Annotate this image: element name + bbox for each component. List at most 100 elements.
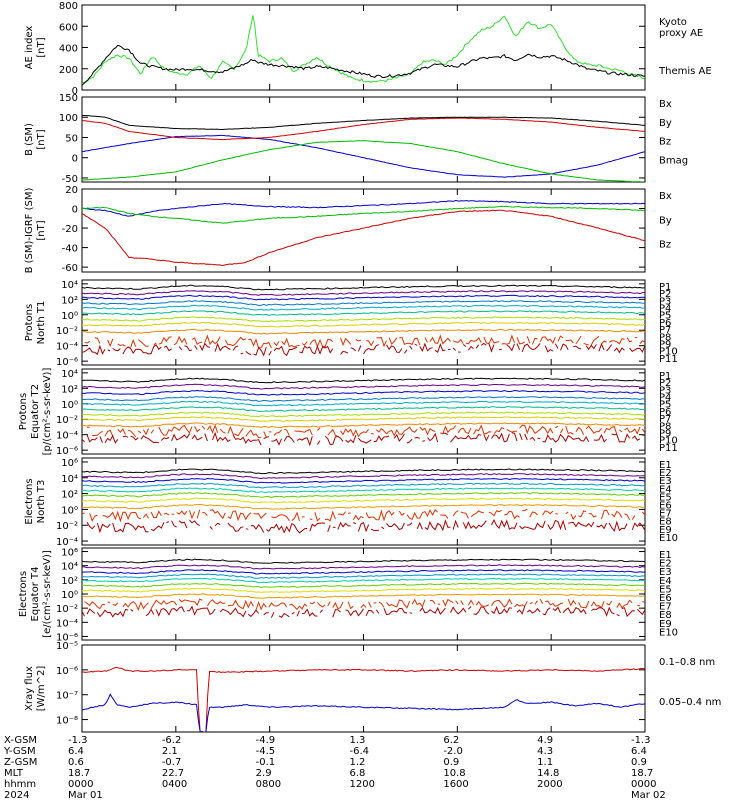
channel-line — [82, 383, 645, 390]
series-line — [82, 114, 645, 130]
legend-entry: Bx — [659, 99, 672, 110]
legend-entry: P9 — [659, 428, 671, 439]
legend-entry: E4 — [659, 484, 672, 495]
channel-line — [82, 564, 645, 570]
channel-line — [87, 424, 645, 439]
legend-entry: E10 — [659, 627, 678, 638]
y-tick-label: 10² — [61, 490, 78, 501]
coord-row: 2024 Mar 01 Mar 02 — [4, 790, 666, 800]
y-tick-label: 10² — [61, 295, 78, 306]
y-axis-label: Equator T2 — [30, 384, 41, 439]
legend-entry: P11 — [659, 443, 678, 454]
legend-entry: P2 — [659, 378, 671, 389]
channel-line — [82, 582, 645, 589]
channel-line — [82, 310, 645, 316]
series-group — [82, 377, 645, 447]
y-tick-label: 800 — [59, 1, 78, 12]
legend-entry: P5 — [659, 400, 671, 411]
series-group — [82, 558, 645, 618]
coord-value: -4.9 — [256, 735, 276, 746]
legend-entry: Bz — [659, 240, 671, 251]
series-line — [82, 140, 645, 182]
y-axis-label: [nT] — [36, 37, 47, 57]
legend-entry: E7 — [659, 602, 672, 613]
legend-entry: Bmag — [659, 155, 688, 166]
coord-value: 4.3 — [537, 746, 553, 757]
y-tick-label: 10⁻⁴ — [56, 537, 78, 548]
coord-value: -0.1 — [256, 757, 276, 768]
series-group — [82, 199, 645, 267]
y-axis-label: [nT] — [36, 220, 47, 240]
coord-value: Mar 01 — [68, 790, 103, 800]
y-tick-label: 10⁴ — [61, 280, 78, 291]
series-group — [82, 468, 645, 534]
y-tick-label: 10² — [61, 576, 78, 587]
panel-bigrf: -60 -40 -20 0 20 B (SM)-IGRF (SM) [nT] Bx By Bz — [24, 185, 672, 274]
legend-entry: E3 — [659, 476, 672, 487]
legend-entry: P7 — [659, 414, 671, 425]
y-axis-label: [nT] — [36, 129, 47, 149]
legend-entry: E6 — [659, 593, 672, 604]
legend: Bx By Bz Bmag — [659, 99, 688, 166]
legend: 0.1–0.8 nm 0.05–0.4 nm — [659, 657, 721, 708]
channel-line — [82, 473, 645, 480]
legend-entry: Kyoto — [659, 17, 687, 28]
coord-value: 1600 — [443, 779, 468, 790]
legend-entry: P4 — [659, 304, 671, 315]
channel-line — [82, 389, 645, 396]
coord-value: 18.7 — [631, 768, 653, 779]
channel-line — [82, 321, 645, 328]
panel-frame — [81, 96, 646, 183]
legend-entry: P6 — [659, 318, 671, 329]
legend-entry: Bx — [659, 191, 672, 202]
coord-value: 14.8 — [537, 768, 559, 779]
coord-value: -1.3 — [631, 735, 651, 746]
channel-line — [82, 487, 645, 494]
y-tick-label: 10⁻⁴ — [56, 618, 78, 629]
y-axis-label: B (SM) — [24, 123, 35, 156]
y-axis-label: North T1 — [36, 301, 47, 345]
channel-line — [82, 497, 645, 504]
coord-value: 4.9 — [537, 735, 553, 746]
panel-bsm: -50 0 50 100 150 B (SM) [nT] Bx By Bz Bmag — [24, 93, 688, 185]
channel-line — [82, 294, 645, 301]
coord-row: Z-GSM 0.6 -0.7 -0.1 1.2 0.9 1.1 0.9 — [4, 757, 647, 768]
coord-value: 10.8 — [443, 768, 465, 779]
y-tick-label: -40 — [62, 244, 78, 255]
coord-row-label: 2024 — [4, 790, 29, 800]
legend-entry: E1 — [659, 460, 672, 471]
y-tick-label: 0 — [72, 205, 78, 216]
y-tick-label: 10⁻⁷ — [56, 691, 78, 702]
legend-entry: E2 — [659, 468, 672, 479]
channel-line — [86, 518, 645, 534]
coord-value: 0000 — [68, 779, 93, 790]
coord-value: -1.3 — [68, 735, 88, 746]
coord-row: Y-GSM 6.4 2.1 -4.5 -6.4 -2.0 4.3 6.4 — [3, 746, 647, 757]
channel-line — [82, 416, 645, 422]
channel-line — [82, 396, 645, 402]
y-tick-label: 10⁻⁶ — [56, 666, 78, 677]
channel-line — [82, 422, 645, 428]
channel-line — [82, 304, 645, 311]
y-axis-label: [W/m^2] — [36, 666, 47, 712]
coord-value: 1.2 — [350, 757, 366, 768]
y-axis-label: Electrons — [24, 478, 35, 524]
coord-value: 6.4 — [631, 746, 647, 757]
series-line — [82, 199, 645, 217]
y-tick-label: 0 — [72, 86, 78, 97]
legend-entry: E6 — [659, 501, 672, 512]
channel-line — [82, 605, 645, 618]
coord-value: 0.6 — [68, 757, 84, 768]
y-tick-label: 10⁻² — [56, 604, 78, 615]
y-tick-label: -20 — [62, 224, 78, 235]
legend-entry: P8 — [659, 421, 671, 432]
coord-row: X-GSM -1.3 -6.2 -4.9 1.3 6.2 4.9 -1.3 — [4, 735, 651, 746]
coord-value: 1.3 — [350, 735, 366, 746]
coord-row-label: X-GSM — [4, 735, 37, 746]
